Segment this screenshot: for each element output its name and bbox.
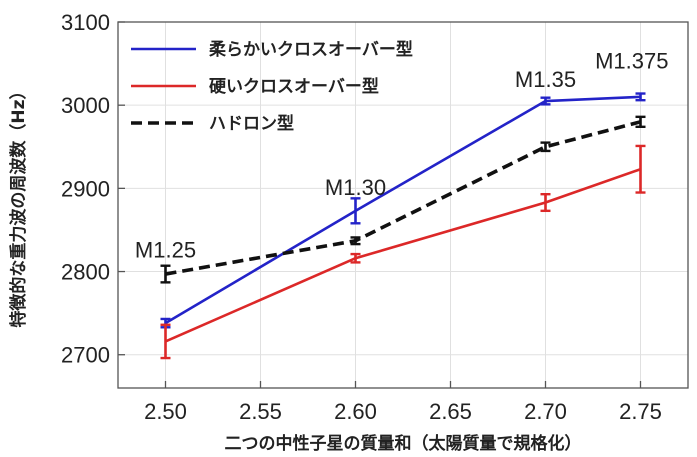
error-bar: [540, 96, 551, 106]
error-bar: [350, 197, 361, 225]
x-tick-label: 2.65: [429, 399, 472, 424]
error-bar: [635, 92, 646, 102]
series-1: [160, 92, 646, 329]
series-3: [160, 115, 646, 284]
error-bar: [160, 264, 171, 284]
series-layer: [160, 92, 646, 360]
error-bar: [540, 141, 551, 153]
annotations: M1.25 M1.30 M1.35 M1.375: [135, 49, 669, 263]
error-bar: [635, 115, 646, 129]
x-tick-label: 2.75: [619, 399, 662, 424]
y-tick-label: 2700: [61, 343, 110, 368]
legend-label: ハドロン型: [209, 113, 294, 134]
grid-lines: [118, 21, 688, 388]
mass-annotation: M1.30: [325, 175, 386, 200]
series-line: [164, 168, 641, 343]
legend-label: 柔らかいクロスオーバー型: [209, 39, 413, 60]
y-tick-label: 3000: [61, 93, 110, 118]
mass-annotation: M1.35: [515, 67, 576, 92]
error-bar: [350, 252, 361, 264]
y-tick-label: 3100: [61, 10, 110, 35]
legend-label: 硬いクロスオーバー型: [209, 76, 379, 97]
legend-item: 柔らかいクロスオーバー型: [131, 39, 413, 60]
x-axis-title: 二つの中性子星の質量和（太陽質量で規格化）: [225, 433, 582, 454]
axis-ticks: 2.50 2.55 2.60 2.65 2.70 2.75 2700 2800 2900 3000…: [61, 10, 662, 424]
x-tick-label: 2.60: [334, 399, 377, 424]
legend-item: ハドロン型: [131, 113, 294, 134]
error-bar: [160, 323, 171, 360]
error-bar: [540, 192, 551, 213]
series-line: [165, 120, 641, 276]
error-bar: [635, 144, 646, 194]
x-tick-label: 2.50: [144, 399, 187, 424]
mass-annotation: M1.375: [595, 49, 668, 74]
mass-annotation: M1.25: [135, 237, 196, 262]
error-bar: [350, 236, 361, 246]
plot-frame: [117, 21, 689, 389]
series-2: [160, 144, 646, 360]
x-tick-label: 2.70: [524, 399, 567, 424]
x-tick-label: 2.55: [239, 399, 282, 424]
y-axis-title: 特徴的な重力波の周波数（Hz）: [8, 82, 29, 327]
y-tick-label: 2800: [61, 260, 110, 285]
series-line: [164, 95, 641, 325]
y-tick-label: 2900: [61, 176, 110, 201]
legend-item: 硬いクロスオーバー型: [131, 76, 379, 97]
